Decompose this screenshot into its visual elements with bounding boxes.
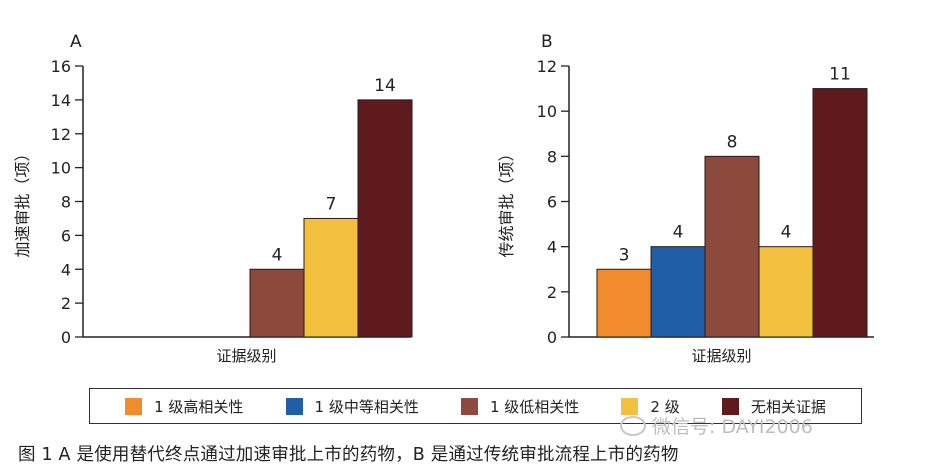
bar — [812, 88, 868, 338]
legend-label: 1 级高相关性 — [154, 397, 244, 416]
y-tick-label: 12 — [51, 125, 71, 144]
y-axis-title: 传统审批（项） — [497, 145, 516, 257]
legend-item: 1 级高相关性 — [125, 396, 243, 417]
y-tick-label: 8 — [61, 193, 71, 212]
y-tick-label: 4 — [61, 260, 71, 279]
bar-value-label: 7 — [326, 194, 337, 214]
bar — [596, 268, 652, 338]
legend-swatch — [460, 397, 478, 415]
bar-value-label: 4 — [781, 223, 792, 243]
y-tick-label: 2 — [547, 283, 557, 302]
y-tick-label: 10 — [537, 102, 557, 121]
y-tick-label: 10 — [51, 159, 71, 178]
legend-label: 2 级 — [650, 397, 680, 416]
watermark-text: 微信号: DAYI2006 — [652, 416, 813, 438]
panel-label: B — [541, 32, 553, 52]
wechat-icon — [620, 415, 646, 436]
y-tick-label: 14 — [51, 91, 71, 110]
bar — [704, 155, 760, 338]
y-tick-label: 4 — [547, 238, 557, 257]
y-tick-label: 0 — [61, 328, 71, 347]
bar-value-label: 14 — [374, 76, 396, 96]
y-tick-label: 0 — [547, 328, 557, 347]
panel-a-chart: A 0 2 4 6 8 10 12 14 16 加速审批（项） 证据级别 4 7 14 — [13, 32, 413, 365]
figure-caption: 图 1 A 是使用替代终点通过加速审批上市的药物，B 是通过传统审批流程上市的药… — [18, 445, 679, 465]
bar — [650, 246, 706, 338]
y-tick-label: 2 — [61, 294, 71, 313]
legend-swatch — [285, 397, 303, 415]
panel-b-chart: B 0 2 4 6 8 10 12 传统审批（项） 证据级别 3 4 8 4 11 — [497, 32, 874, 365]
legend-item: 2 级 — [621, 396, 680, 417]
watermark: 微信号: DAYI2006 — [620, 412, 813, 439]
bar-value-label: 11 — [829, 65, 851, 85]
legend: 1 级高相关性 1 级中等相关性 1 级低相关性 2 级 无相关证据 — [89, 388, 862, 424]
legend-swatch — [721, 397, 739, 415]
bar-value-label: 8 — [727, 132, 738, 152]
y-tick-label: 6 — [547, 193, 557, 212]
legend-swatch — [125, 397, 143, 415]
y-tick-label: 6 — [61, 226, 71, 245]
legend-label: 1 级低相关性 — [489, 397, 580, 416]
legend-label: 无相关证据 — [750, 397, 826, 416]
legend-swatch — [621, 397, 639, 415]
y-tick-label: 8 — [547, 147, 557, 166]
x-axis-title: 证据级别 — [691, 347, 751, 365]
bar — [249, 268, 305, 338]
bar — [758, 246, 814, 338]
bar-value-label: 4 — [272, 245, 283, 265]
legend-item: 1 级中等相关性 — [285, 396, 419, 417]
legend-item: 1 级低相关性 — [460, 396, 580, 417]
y-axis-title: 加速审批（项） — [13, 145, 32, 257]
bar — [357, 99, 413, 338]
y-tick-label: 16 — [51, 57, 71, 76]
bar-value-label: 4 — [673, 223, 684, 243]
legend-label: 1 级中等相关性 — [314, 397, 419, 416]
x-axis-title: 证据级别 — [216, 347, 276, 365]
bar-value-label: 3 — [619, 245, 630, 265]
panel-label: A — [70, 32, 82, 52]
bar — [303, 217, 359, 338]
y-tick-label: 12 — [537, 57, 557, 76]
legend-item: 无相关证据 — [721, 396, 826, 417]
